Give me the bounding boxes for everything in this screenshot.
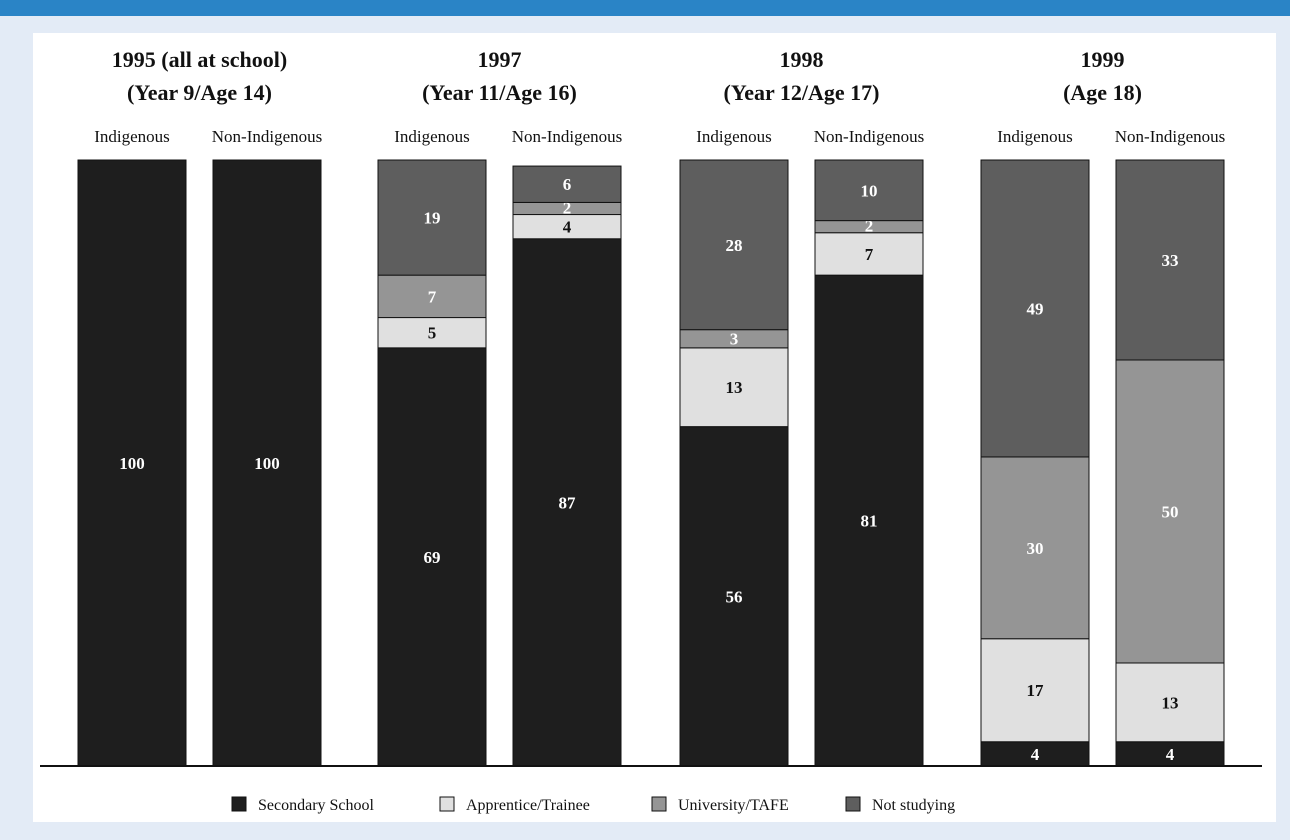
data-label: 87 — [559, 493, 577, 512]
data-label: 5 — [428, 324, 437, 343]
data-label: 6 — [563, 175, 572, 194]
bar-label: Non-Indigenous — [1115, 127, 1225, 146]
data-label: 7 — [428, 287, 437, 306]
bar-label: Non-Indigenous — [512, 127, 622, 146]
data-label: 81 — [861, 512, 878, 531]
legend-label-university: University/TAFE — [678, 797, 789, 814]
data-label: 69 — [424, 548, 441, 567]
bar-label: Indigenous — [997, 127, 1073, 146]
legend-swatch-university — [652, 797, 666, 811]
bar-label: Indigenous — [94, 127, 170, 146]
bar-label: Indigenous — [394, 127, 470, 146]
bar-label: Non-Indigenous — [814, 127, 924, 146]
legend-swatch-apprentice — [440, 797, 454, 811]
group-title-line2: (Year 9/Age 14) — [127, 80, 272, 105]
bar-label: Indigenous — [696, 127, 772, 146]
data-label: 33 — [1162, 251, 1179, 270]
data-label: 100 — [254, 454, 280, 473]
data-label: 13 — [726, 378, 743, 397]
data-label: 4 — [1166, 745, 1175, 764]
legend-label-not_studying: Not studying — [872, 797, 955, 814]
group-title-line1: 1997 — [478, 47, 522, 72]
data-label: 56 — [726, 587, 743, 606]
data-label: 100 — [119, 454, 145, 473]
legend-swatch-not_studying — [846, 797, 860, 811]
data-label: 49 — [1027, 299, 1044, 318]
data-label: 50 — [1162, 502, 1179, 521]
data-label: 13 — [1162, 693, 1179, 712]
bar-label: Non-Indigenous — [212, 127, 322, 146]
data-label: 30 — [1027, 539, 1044, 558]
legend-label-secondary: Secondary School — [258, 797, 375, 814]
legend-swatch-secondary — [232, 797, 246, 811]
data-label: 19 — [424, 209, 441, 228]
data-label: 17 — [1027, 681, 1045, 700]
legend-label-apprentice: Apprentice/Trainee — [466, 797, 590, 814]
group-title-line2: (Year 12/Age 17) — [724, 80, 880, 105]
data-label: 3 — [730, 330, 739, 349]
data-label: 7 — [865, 245, 874, 264]
group-title-line1: 1999 — [1081, 47, 1125, 72]
group-title-line2: (Age 18) — [1063, 80, 1142, 105]
data-label: 10 — [861, 181, 878, 200]
group-title-line2: (Year 11/Age 16) — [422, 80, 577, 105]
data-label: 28 — [726, 236, 743, 255]
data-label: 4 — [563, 218, 572, 237]
data-label: 4 — [1031, 745, 1040, 764]
group-title-line1: 1995 (all at school) — [112, 47, 287, 72]
group-title-line1: 1998 — [780, 47, 824, 72]
